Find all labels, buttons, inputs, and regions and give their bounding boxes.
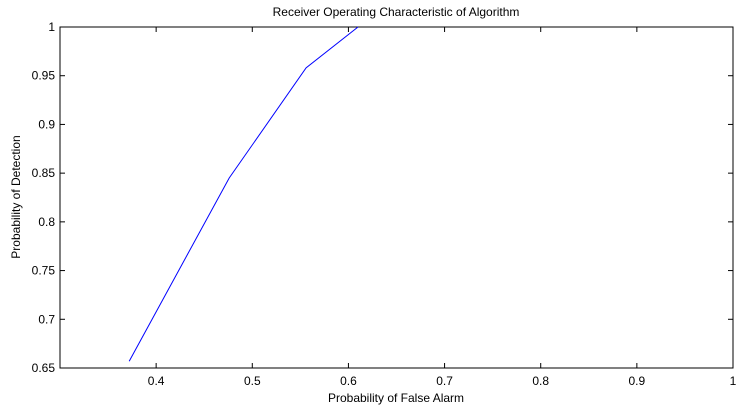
y-tick-label: 0.85: [32, 166, 56, 180]
y-tick-label: 0.9: [38, 117, 55, 131]
series-layer: [128, 26, 359, 362]
y-axis-label: Probability of Detection: [9, 135, 23, 258]
x-tick-label: 0.4: [148, 374, 165, 388]
y-axis-ticks: 0.65 0.7 0.75 0.8 0.85 0.9 0.95 1: [32, 20, 733, 375]
x-axis-ticks: 0.4 0.5 0.6 0.7 0.8 0.9 1: [148, 27, 737, 388]
x-tick-label: 0.5: [244, 374, 261, 388]
x-tick-label: 0.8: [532, 374, 549, 388]
y-tick-label: 1: [48, 20, 55, 34]
y-tick-label: 0.8: [38, 215, 55, 229]
x-tick-label: 1: [730, 374, 737, 388]
chart-title: Receiver Operating Characteristic of Alg…: [273, 5, 520, 19]
y-tick-label: 0.95: [32, 69, 56, 83]
plot-area: [59, 26, 734, 369]
roc-curve-line: [128, 26, 359, 362]
x-tick-label: 0.9: [629, 374, 646, 388]
x-tick-label: 0.6: [340, 374, 357, 388]
x-axis-label: Probability of False Alarm: [328, 391, 464, 405]
y-tick-label: 0.75: [32, 264, 56, 278]
y-tick-label: 0.65: [32, 361, 56, 375]
y-tick-label: 0.7: [38, 312, 55, 326]
x-tick-label: 0.7: [436, 374, 453, 388]
